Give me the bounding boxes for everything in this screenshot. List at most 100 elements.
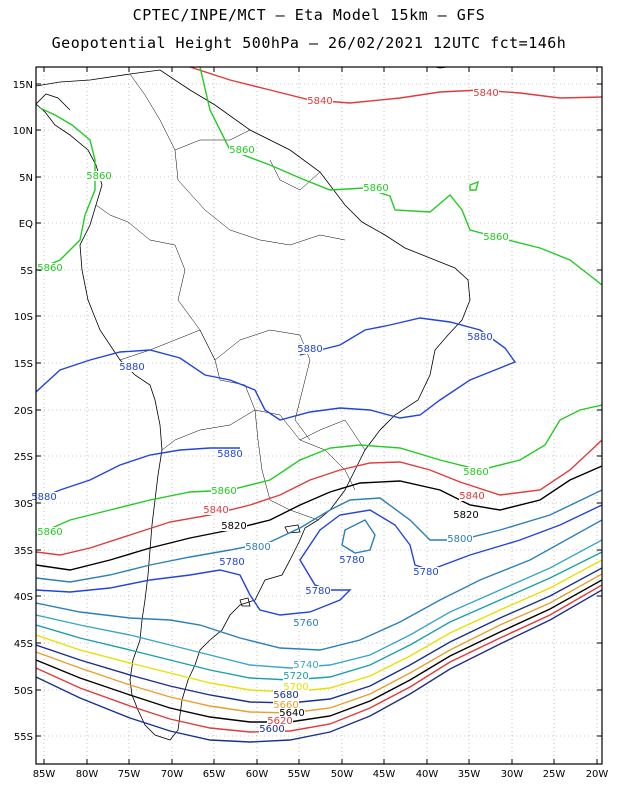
- contour-label: 5860: [229, 145, 254, 156]
- lon-tick-label: 50W: [331, 769, 354, 780]
- lon-tick-label: 80W: [76, 769, 99, 780]
- contour-label: 5840: [473, 88, 498, 99]
- contour-label: 5620: [267, 716, 292, 727]
- contour-label: 5740: [293, 660, 318, 671]
- lon-tick-label: 45W: [373, 769, 396, 780]
- lon-tick-label: 75W: [118, 769, 141, 780]
- contour-label-bg: [463, 467, 489, 477]
- contour-label: 5860: [86, 171, 111, 182]
- contour-label: 5880: [467, 332, 492, 343]
- lat-tick-label: 10N: [13, 126, 33, 137]
- contour-label: 5720: [283, 671, 308, 682]
- contour-label-bg: [459, 491, 485, 501]
- lat-tick-label: 15S: [14, 359, 33, 370]
- contour-label-bg: [283, 682, 309, 692]
- contour-label: 5800: [245, 542, 270, 553]
- contour-label-bg: [447, 534, 473, 544]
- lat-tick-label: 55S: [14, 732, 33, 743]
- coastline: [36, 67, 471, 741]
- lat-tick-label: 35S: [14, 546, 33, 557]
- contour-label-bg: [473, 88, 499, 98]
- contour-label-bg: [259, 724, 285, 734]
- lon-tick-label: 85W: [33, 769, 56, 780]
- contour-label-bg: [217, 449, 243, 459]
- contour-label: 5760: [293, 618, 318, 629]
- lat-tick-label: 5S: [20, 266, 33, 277]
- contour-label-bg: [297, 344, 323, 354]
- graticule: [36, 67, 602, 764]
- contour-5740: [36, 539, 602, 669]
- contour-label-bg: [293, 618, 319, 628]
- contour-label: 5880: [297, 344, 322, 355]
- contour-5760: [36, 519, 602, 651]
- lat-tick-label: 15N: [13, 80, 33, 91]
- contour-label-bg: [467, 332, 493, 342]
- contour-label-bg: [119, 362, 145, 372]
- contour-label-bg: [339, 555, 365, 565]
- contour-label-bg: [203, 505, 229, 515]
- contour-5680: [36, 567, 602, 704]
- contour-label: 5680: [273, 690, 298, 701]
- contour-label: 5780: [219, 557, 244, 568]
- contour-label-bg: [267, 716, 293, 726]
- contour-5860-south: [36, 404, 602, 536]
- contour-label: 5600: [259, 724, 284, 735]
- contour-label: 5880: [119, 362, 144, 373]
- lon-tick-label: 70W: [161, 769, 184, 780]
- contour-label-bg: [283, 671, 309, 681]
- contour-label: 5860: [483, 232, 508, 243]
- contour-5860-small: [469, 180, 480, 191]
- contour-5780-low: [36, 504, 602, 616]
- contour-5840-south: [36, 439, 602, 556]
- lon-tick-label: 40W: [416, 769, 439, 780]
- lat-tick-label: 45S: [14, 639, 33, 650]
- contour-label: 5780: [413, 567, 438, 578]
- contour-label-bg: [37, 263, 63, 273]
- contour-label: 5880: [217, 449, 242, 460]
- title-line-2: Geopotential Height 500hPa – 26/02/2021 …: [51, 34, 567, 52]
- contour-label-bg: [219, 557, 245, 567]
- map-frame: [35, 66, 603, 765]
- contour-label: 5800: [447, 534, 472, 545]
- contour-5720: [36, 551, 602, 681]
- contour-5700: [36, 559, 602, 693]
- contour-5760-inner: [341, 519, 376, 554]
- lat-tick-label: 30S: [14, 499, 33, 510]
- contour-label: 5860: [211, 486, 236, 497]
- contour-5800: [36, 489, 602, 583]
- contour-labels: 5840 5840 5860 5860 5860 5860 5860 5880 5880 5880…: [31, 88, 509, 735]
- contour-label: 5700: [283, 682, 308, 693]
- lon-tick-label: 60W: [246, 769, 269, 780]
- height-contours: [36, 67, 602, 743]
- contour-5860-north: [199, 67, 602, 286]
- lon-tick-label: 25W: [543, 769, 566, 780]
- lat-tick-label: 40S: [14, 592, 33, 603]
- contour-label-bg: [307, 96, 333, 106]
- contour-label-bg: [86, 171, 112, 181]
- lon-tick-label: 55W: [288, 769, 311, 780]
- lat-tick-label: 10S: [14, 312, 33, 323]
- contour-label-bg: [305, 586, 331, 596]
- lat-tick-label: 25S: [14, 452, 33, 463]
- contour-label-bg: [229, 145, 255, 155]
- lon-tick-label: 20W: [586, 769, 609, 780]
- contour-label: 5880: [31, 492, 56, 503]
- contour-label-bg: [293, 660, 319, 670]
- contour-label: 5860: [363, 183, 388, 194]
- contour-5600: [36, 589, 602, 743]
- contour-label-bg: [279, 708, 305, 718]
- contour-label-bg: [413, 567, 439, 577]
- contour-5820: [36, 465, 602, 571]
- contour-label-bg: [31, 492, 57, 502]
- contour-label: 5640: [279, 708, 304, 719]
- contour-label-bg: [273, 690, 299, 700]
- contour-5620: [36, 584, 602, 733]
- contour-5880-sw: [36, 447, 240, 501]
- lat-tick-label: EQ: [19, 219, 33, 230]
- contour-label-bg: [363, 183, 389, 193]
- contour-label: 5660: [273, 700, 298, 711]
- lon-tick-label: 35W: [458, 769, 481, 780]
- contour-label: 5860: [37, 527, 62, 538]
- contour-label: 5840: [307, 96, 332, 107]
- contour-label-bg: [453, 510, 479, 520]
